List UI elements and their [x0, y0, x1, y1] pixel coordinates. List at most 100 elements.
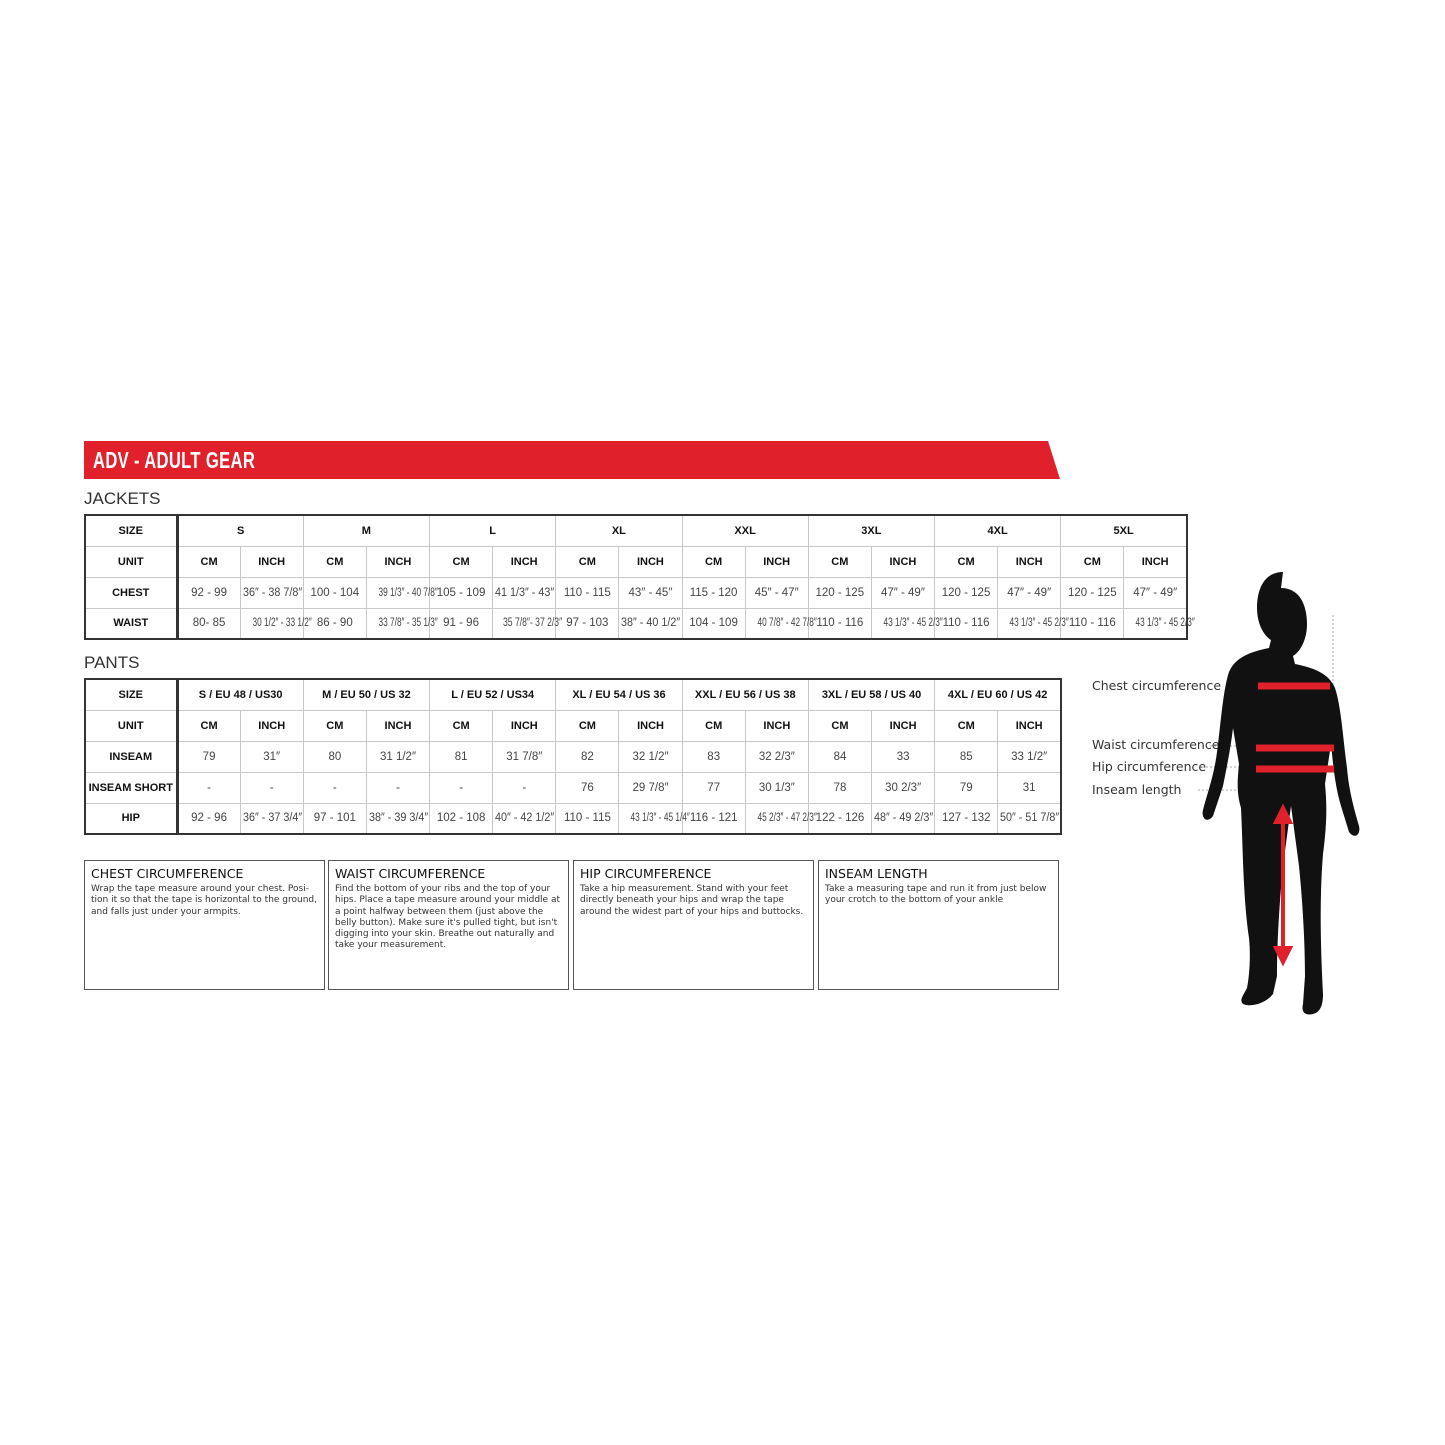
size-header-text: XXL — [734, 524, 756, 537]
row-label: INSEAM — [84, 740, 179, 773]
unit-row: UNIT CM INCH CM INCH CM INCH CM INCH CM INCH CM INCH… — [84, 545, 1188, 578]
measurement-value: 48″ - 49 2/3″ — [874, 812, 934, 825]
measurement-cell: 92 - 96 — [176, 802, 241, 835]
measurement-value: 100 - 104 — [310, 586, 360, 599]
measurement-value: 122 - 126 — [815, 812, 865, 825]
unit-header: CM — [933, 545, 999, 578]
measurement-cell: 38″ - 40 1/2″ — [618, 607, 683, 640]
measurement-cell: 78 — [807, 771, 873, 804]
measurement-value: 31 1/2″ — [379, 750, 417, 763]
measurement-value: - — [332, 781, 337, 794]
measurement-value: 39 1/3″ - 40 7/8″ — [378, 586, 438, 599]
measurement-cell: 32 1/2″ — [618, 740, 683, 773]
measurement-cell: 97 - 101 — [302, 802, 367, 835]
measurement-value: - — [459, 781, 464, 794]
unit-label: UNIT — [84, 545, 179, 578]
label-hip: Hip circumference — [1092, 759, 1207, 774]
measurement-cell: 35 7/8″- 37 2/3″ — [492, 607, 562, 640]
unit-header: INCH — [239, 545, 304, 578]
measurement-value: 85 — [959, 750, 973, 763]
measurement-value: 43 1/3″ - 45 2/3″ — [1135, 617, 1196, 630]
measurement-value: 45 2/3″ - 47 2/3″ — [757, 812, 817, 825]
measurement-cell: 38″ - 39 3/4″ — [365, 802, 431, 835]
measurement-value: 80 — [328, 750, 342, 763]
measurement-value: 33 7/8″ - 35 1/3″ — [378, 617, 438, 630]
unit-header: CM — [428, 545, 494, 578]
measurement-cell: 120 - 125 — [807, 576, 872, 609]
guide-title: INSEAM LENGTH — [825, 866, 928, 881]
measurement-cell: 47″ - 49″ — [870, 576, 936, 609]
size-header-row: SIZE S / EU 48 / US30 M / EU 50 / US 32 L /… — [84, 678, 1062, 711]
unit-header: CM — [1060, 545, 1125, 578]
guide-chest: CHEST CIRCUMFERENCE Wrap the tape measure… — [84, 860, 325, 990]
measurement-cell: 91 - 96 — [428, 607, 494, 640]
measurement-value: 84 — [833, 750, 847, 763]
unit-header: INCH — [618, 709, 683, 742]
measurement-value: 50″ - 51 7/8″ — [1000, 812, 1060, 825]
label-waist: Waist circumference — [1092, 737, 1220, 752]
size-header: S / EU 48 / US30 — [176, 678, 304, 711]
measurement-cell: 97 - 103 — [555, 607, 620, 640]
size-header-text: XXL / EU 56 / US 38 — [694, 688, 796, 701]
measurement-cell: 33 1/2″ — [997, 740, 1062, 773]
measurement-cell: 32 2/3″ — [744, 740, 809, 773]
measurement-cell: 43 1/3″ - 45 2/3″ — [1123, 607, 1195, 640]
unit-header: CM — [807, 709, 873, 742]
measurement-cell: - — [492, 771, 557, 804]
guide-text: Take a measuring tape and run it from ju… — [825, 884, 1047, 906]
size-header-text: 4XL / EU 60 / US 42 — [947, 688, 1048, 701]
measurement-value: 77 — [707, 781, 721, 794]
measurement-cell: 30 1/3″ — [744, 771, 809, 804]
measurement-cell: 45″ - 47″ — [744, 576, 809, 609]
measurement-cell: 31″ — [239, 740, 304, 773]
unit-header: INCH — [997, 545, 1062, 578]
size-header: 4XL — [933, 514, 1062, 547]
pants-title: PANTS — [84, 653, 140, 672]
measurement-value: 30 1/2″ - 33 1/2″ — [252, 617, 312, 630]
measurement-cell: 30 2/3″ — [871, 771, 936, 804]
measurement-value: - — [207, 781, 211, 794]
measurement-value: 43 1/3″ - 45 2/3″ — [883, 617, 943, 630]
measurement-cell: 30 1/2″ - 33 1/2″ — [239, 607, 311, 640]
measurement-value: - — [396, 781, 400, 794]
size-header: 5XL — [1060, 514, 1188, 547]
unit-header: CM — [555, 545, 620, 578]
unit-header: INCH — [744, 545, 809, 578]
size-header-text: 5XL — [1113, 524, 1134, 537]
measurement-value: 110 - 116 — [816, 617, 864, 630]
measurement-value: 97 - 103 — [566, 617, 609, 630]
measurement-cell: 31 1/2″ — [365, 740, 431, 773]
size-header: 3XL — [807, 514, 936, 547]
measurement-cell: 110 - 115 — [555, 576, 620, 609]
measurement-value: 79 — [959, 781, 973, 794]
unit-header: INCH — [492, 709, 557, 742]
measurement-value: 104 - 109 — [689, 617, 738, 630]
measurement-cell: 102 - 108 — [429, 802, 494, 835]
size-header-text: M / EU 50 / US 32 — [322, 688, 411, 701]
unit-header: CM — [934, 709, 999, 742]
jackets-title: JACKETS — [84, 489, 161, 508]
guide-waist: WAIST CIRCUMFERENCE Find the bottom of yo… — [328, 860, 569, 990]
size-header: XL / EU 54 / US 36 — [555, 678, 683, 711]
measurement-cell: - — [365, 771, 431, 804]
size-header: XL — [555, 514, 683, 547]
measurement-value: 36″ - 37 3/4″ — [242, 812, 302, 825]
unit-header: CM — [807, 545, 872, 578]
measurement-value: 33 1/2″ — [1011, 750, 1048, 763]
pants-size-table: SIZE S / EU 48 / US30 M / EU 50 / US 32 L /… — [84, 678, 1062, 835]
measurement-value: 31 7/8″ — [506, 750, 543, 763]
unit-header: CM — [555, 709, 620, 742]
row-label: WAIST — [84, 607, 179, 640]
unit-header: CM — [302, 709, 367, 742]
measurement-value: 92 - 99 — [191, 586, 227, 599]
measurement-value: 79 — [202, 750, 216, 763]
measurement-value: 110 - 115 — [563, 812, 611, 825]
size-header-text: L / EU 52 / US34 — [451, 688, 535, 701]
measurement-cell: 39 1/3″ - 40 7/8″ — [365, 576, 438, 609]
size-header: L / EU 52 / US34 — [429, 678, 557, 711]
measurement-cell: 77 — [681, 771, 746, 804]
measurement-value: 45″ - 47″ — [754, 586, 799, 599]
measurement-cell: 116 - 121 — [681, 802, 746, 835]
guide-inseam: INSEAM LENGTH Take a measuring tape and r… — [818, 860, 1059, 990]
size-header: M / EU 50 / US 32 — [302, 678, 431, 711]
